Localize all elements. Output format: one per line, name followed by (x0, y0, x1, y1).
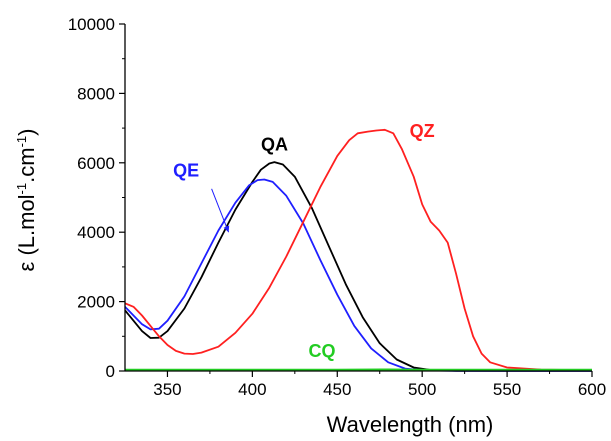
x-tick-label: 350 (153, 380, 181, 399)
axes (125, 24, 592, 371)
y-axis-title-middle: .cm (14, 147, 39, 182)
y-axis-title: ε (L.mol-1.cm-1) (14, 129, 39, 272)
x-axis-title: Wavelength (nm) (327, 412, 494, 437)
x-tick-label: 500 (408, 380, 436, 399)
y-axis-title-exp2: -1 (14, 136, 29, 148)
y-axis-title-prefix: ε (L.mol (14, 194, 39, 271)
x-tick-label: 600 (578, 380, 606, 399)
y-axis-title-suffix: ) (14, 129, 39, 136)
y-axis-title-exp1: -1 (14, 183, 29, 195)
y-tick-label: 2000 (77, 293, 115, 312)
x-tick-label: 550 (493, 380, 521, 399)
annotation-arrow-line (212, 189, 229, 232)
x-tick-label: 400 (238, 380, 266, 399)
series-label-cq: CQ (308, 341, 335, 361)
x-tick-label: 450 (323, 380, 351, 399)
series-line-qe (125, 180, 592, 371)
y-tick-label: 6000 (77, 154, 115, 173)
series-label-qa: QA (261, 135, 288, 155)
y-tick-label: 10000 (68, 15, 115, 34)
series-label-qe: QE (173, 161, 199, 181)
y-tick-label: 4000 (77, 223, 115, 242)
y-tick-label: 0 (106, 362, 115, 381)
y-tick-label: 8000 (77, 84, 115, 103)
series-line-qa (125, 162, 592, 371)
series-label-qz: QZ (410, 121, 435, 141)
